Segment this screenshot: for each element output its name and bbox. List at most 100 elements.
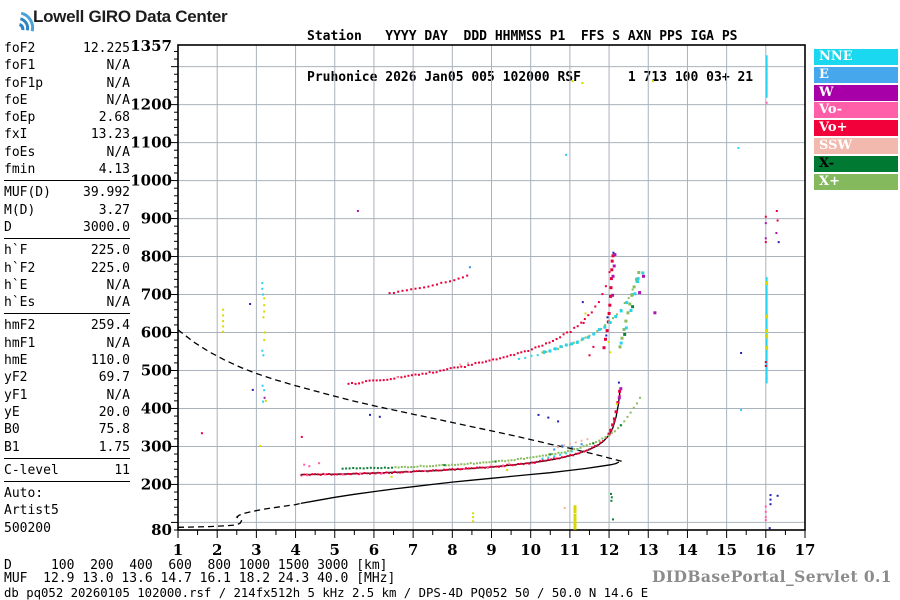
parameter-row: foEp 2.68 (4, 109, 130, 126)
parameter-value: 13.23 (90, 127, 130, 143)
echo-series-rfi16-pink (764, 101, 768, 522)
muf-distance-row: D 100 200 400 600 800 1000 1500 3000 [km… (4, 558, 388, 573)
echo-series-2F-X-cyan (542, 280, 640, 354)
parameter-row: hmE 110.0 (4, 352, 130, 369)
parameter-row: foF2 12.225 (4, 40, 130, 57)
parameter-row: C-level 11 (4, 462, 130, 479)
parameter-row: yF1 N/A (4, 387, 130, 404)
echo-series-noise-blue (468, 266, 471, 269)
x-axis-tick-label: 5 (330, 541, 340, 559)
y-axis-tick-label: 200 (141, 475, 172, 493)
echo-series-1F-SSW (490, 438, 589, 467)
parameter-label: foEs (4, 144, 36, 160)
parameter-row: yE 20.0 (4, 404, 130, 421)
parameter-row: fxI 13.23 (4, 126, 130, 143)
parameter-value: N/A (106, 335, 130, 351)
echo-series-noise-red (200, 432, 303, 438)
parameter-row: hmF2 259.4 (4, 317, 130, 334)
echo-series-X-cusp-cyan (619, 271, 645, 345)
parameter-label: D (4, 219, 12, 235)
parameter-row: foF1 N/A (4, 57, 130, 74)
auto-scaler-block: Auto: Artist5 500200 (4, 485, 130, 539)
parameter-value: 75.8 (98, 422, 130, 438)
parameter-label: foF1p (4, 75, 44, 91)
echo-series-3F-O (388, 274, 469, 295)
echo-series-cusp-red-left (582, 322, 595, 357)
y-axis-tick-label: 1200 (130, 96, 172, 114)
y-axis-tick-label: 80 (151, 521, 172, 539)
parameter-row: fmin 4.13 (4, 161, 130, 178)
parameter-row: h`Es N/A (4, 294, 130, 311)
x-axis-tick-label: 14 (677, 541, 698, 559)
echo-series-noise-navy (249, 303, 743, 423)
legend-item-voplus: Vo+ (814, 120, 898, 137)
x-axis-tick-label: 9 (486, 541, 496, 559)
echo-series-cusp-magenta (611, 253, 657, 400)
y-axis-tick-label: 1000 (130, 172, 172, 190)
parameter-group: hmF2 259.4 hmF1 N/A hmE 110.0 yF2 69.7 yF1 N/A yE 2… (4, 317, 130, 459)
y-axis-tick-label: 700 (141, 286, 172, 304)
parameter-row: foF1p N/A (4, 75, 130, 92)
parameter-label: h`F (4, 243, 28, 259)
parameter-row: h`E N/A (4, 277, 130, 294)
echo-series-2F-O-cusp (602, 254, 615, 350)
y-axis-tick-label: 800 (141, 248, 172, 266)
x-axis-tick-label: 10 (520, 541, 541, 559)
x-axis-tick-label: 12 (599, 541, 620, 559)
echo-series-1F-O-cusp (607, 389, 622, 436)
parameter-group: C-level 11 (4, 462, 130, 483)
parameter-label: yF2 (4, 370, 28, 386)
x-axis-tick-label: 4 (290, 541, 300, 559)
parameter-label: B1 (4, 439, 20, 455)
servlet-watermark: DIDBasePortal_Servlet 0.1 (652, 567, 892, 586)
echo-series-cusp-navy (581, 251, 620, 384)
y-axis-tick-label: 400 (141, 399, 172, 417)
x-axis-tick-label: 16 (755, 541, 776, 559)
parameter-value: N/A (106, 92, 130, 108)
parameter-label: yE (4, 404, 20, 420)
echo-series-1F-O-pink (303, 462, 505, 477)
transmission-curve (177, 329, 623, 463)
parameter-row: yF2 69.7 (4, 369, 130, 386)
parameter-value: 39.992 (83, 185, 130, 201)
parameter-row: B0 75.8 (4, 421, 130, 438)
x-axis-tick-label: 17 (795, 541, 816, 559)
x-axis-tick-label: 7 (408, 541, 418, 559)
parameter-label: B0 (4, 422, 20, 438)
parameter-row: foE N/A (4, 92, 130, 109)
parameter-value: 20.0 (98, 404, 130, 420)
parameter-value: 1.75 (98, 439, 130, 455)
parameter-row: M(D) 3.27 (4, 202, 130, 219)
station-header-line1: Station YYYY DAY DDD HHMMSS P1 FFS S AXN… (307, 29, 738, 44)
parameter-value: 12.225 (83, 41, 130, 56)
y-axis-tick-label: 1357 (130, 37, 172, 55)
echo-series-rfi16-purple (764, 222, 778, 240)
parameter-label: yF1 (4, 387, 28, 403)
parameter-value: N/A (106, 144, 130, 160)
y-axis-tick-label: 300 (141, 437, 172, 455)
y-axis-tick-label: 500 (141, 361, 172, 379)
parameter-label: h`F2 (4, 260, 36, 276)
legend-item-xminus: X- (814, 155, 898, 172)
echo-series-2F-O-trace (347, 271, 611, 385)
parameter-value: 3.27 (98, 202, 130, 218)
parameter-value: 2.68 (98, 110, 130, 126)
parameter-label: foEp (4, 110, 36, 126)
x-axis-tick-label: 13 (638, 541, 659, 559)
echo-series-X-cusp-magenta (638, 274, 645, 295)
y-axis-tick-label: 600 (141, 324, 172, 342)
legend-item-e: E (814, 66, 898, 83)
auto-scaler-line: Artist5 (4, 503, 59, 519)
legend-item-xplus: X+ (814, 173, 898, 190)
echo-series-noise-yellow (222, 80, 654, 523)
parameter-group: MUF(D) 39.992 M(D) 3.27 D 3000.0 (4, 184, 130, 240)
parameter-value: N/A (106, 295, 130, 311)
parameter-label: hmE (4, 353, 28, 369)
echo-series-rfi16-yellow (765, 281, 769, 350)
parameter-value: 110.0 (90, 353, 130, 369)
giro-logo-icon (18, 11, 34, 32)
legend-item-vominus: Vo- (814, 102, 898, 119)
echo-series-X-cusp-green (618, 271, 641, 349)
